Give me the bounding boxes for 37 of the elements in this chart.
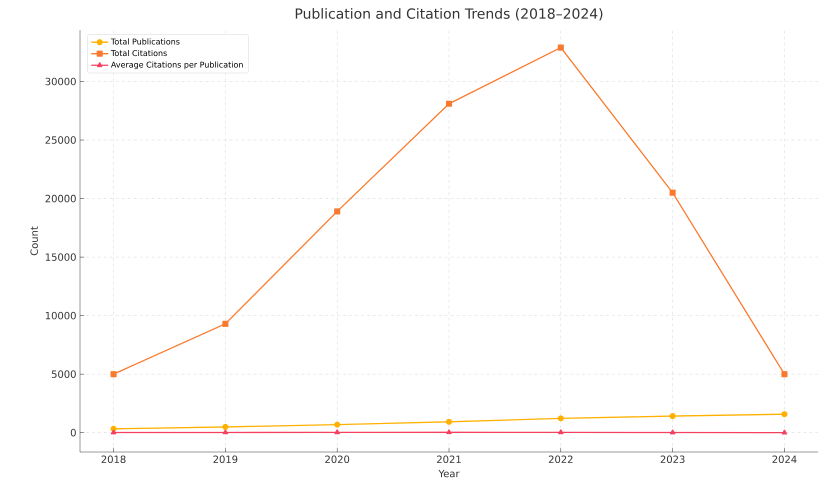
y-axis-title: Count bbox=[30, 226, 38, 256]
point bbox=[446, 418, 452, 425]
point bbox=[222, 320, 228, 327]
y-tick-label: 10000 bbox=[46, 312, 76, 320]
point bbox=[670, 190, 676, 196]
x-tick-label: 2021 bbox=[437, 456, 461, 464]
x-axis-title: Year bbox=[438, 470, 460, 478]
y-tick-label: 25000 bbox=[46, 136, 76, 144]
point bbox=[781, 411, 788, 418]
x-tick-label: 2020 bbox=[325, 456, 350, 464]
point bbox=[110, 429, 116, 434]
point bbox=[446, 100, 452, 107]
chart-title: Publication and Citation Trends (2018–2024) bbox=[296, 8, 602, 20]
y-tick-label: 30000 bbox=[46, 78, 76, 86]
point bbox=[334, 208, 340, 214]
point bbox=[446, 429, 452, 434]
point bbox=[334, 429, 340, 434]
y-tick-label: 0 bbox=[70, 428, 76, 436]
x-tick-label: 2023 bbox=[660, 456, 685, 464]
x-tick-label: 2024 bbox=[772, 456, 797, 464]
point bbox=[222, 424, 228, 430]
y-tick-label: 5000 bbox=[52, 370, 76, 378]
point bbox=[670, 429, 676, 434]
point bbox=[558, 415, 564, 422]
x-tick-label: 2019 bbox=[213, 456, 238, 464]
point bbox=[558, 44, 564, 51]
point bbox=[222, 429, 228, 434]
y-tick-label: 15000 bbox=[46, 253, 76, 261]
x-tick-label: 2022 bbox=[548, 456, 572, 464]
point bbox=[110, 371, 117, 378]
x-tick-label: 2018 bbox=[102, 456, 126, 464]
point bbox=[558, 429, 564, 434]
point bbox=[782, 430, 788, 434]
y-tick-label: 20000 bbox=[46, 194, 76, 202]
point bbox=[334, 422, 340, 428]
point bbox=[670, 413, 676, 420]
point bbox=[781, 371, 788, 378]
